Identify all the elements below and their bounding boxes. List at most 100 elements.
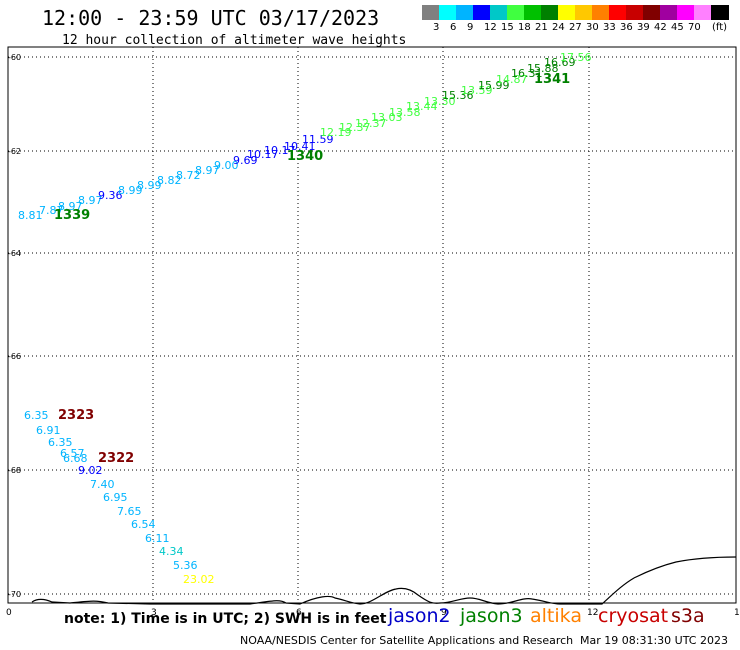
lon-label: 0 [6, 608, 12, 618]
time-labels: 1339 1340 1341 2323 2322 [54, 72, 570, 466]
lon-label: 6 [296, 608, 302, 618]
wave-height-label: 9.02 [78, 464, 103, 477]
wave-height-label: 15.88 [527, 62, 559, 75]
wave-height-label: 9.00 [214, 159, 239, 172]
scale-swatch [490, 5, 508, 20]
wave-height-label: 13.59 [461, 84, 493, 97]
lon-label: 9 [441, 608, 447, 618]
wave-height-label: 8.81 [18, 209, 43, 222]
wave-height-label: 6.54 [131, 518, 156, 531]
pass-time-label: 2323 [58, 408, 94, 423]
scale-label: 15 [501, 22, 514, 33]
scale-label: 21 [535, 22, 548, 33]
lon-label: 15 [734, 608, 740, 618]
wave-height-label: 8.97 [195, 164, 220, 177]
map-frame [7, 46, 737, 604]
scale-label: 30 [586, 22, 599, 33]
timestamp-footer: Mar 19 08:31:30 UTC 2023 [580, 634, 728, 647]
scale-label: 12 [484, 22, 497, 33]
wave-height-label: 6.91 [36, 424, 61, 437]
wave-height-label: 6.95 [103, 491, 128, 504]
lat-label: -70 [8, 590, 21, 599]
scale-swatch [541, 5, 559, 20]
wave-height-label: 13.58 [389, 106, 421, 119]
scale-swatch [609, 5, 627, 20]
wave-height-label: 11.59 [302, 133, 334, 146]
coastline [31, 556, 737, 605]
wave-height-label: 9.36 [98, 189, 123, 202]
wave-height-label: 7.65 [117, 505, 142, 518]
scale-label: 39 [637, 22, 650, 33]
wave-height-label: 12.37 [339, 121, 371, 134]
scale-label: 24 [552, 22, 565, 33]
wave-height-label: 17.56 [560, 51, 592, 64]
scale-swatch [422, 5, 440, 20]
scale-label: 9 [467, 22, 474, 33]
axis-labels: -60 -62 -64 -66 -68 -70 0 3 6 9 12 15 [6, 53, 740, 618]
wave-height-label: 8.99 [118, 184, 143, 197]
units-note: note: 1) Time is in UTC; 2) SWH is in fe… [64, 611, 387, 627]
wave-height-label: 13.44 [406, 100, 438, 113]
wave-height-label: 6.68 [63, 452, 88, 465]
pass-time-label: 1341 [534, 72, 570, 87]
wave-height-label: 12.19 [320, 126, 352, 139]
wave-height-label: 8.72 [176, 169, 201, 182]
satellite-legend-jason3: jason3 [460, 605, 523, 627]
pass-time-label: 1339 [54, 208, 90, 223]
wave-height-label: 7.40 [90, 478, 115, 491]
scale-label: 6 [450, 22, 457, 33]
satellite-legend-cryosat: cryosat [598, 605, 669, 627]
credit-footer: NOAA/NESDIS Center for Satellite Applica… [240, 634, 574, 647]
scale-swatch [677, 5, 695, 20]
scale-label: 70 [688, 22, 701, 33]
wave-height-label: 23.02 [183, 573, 215, 586]
wave-height-label: 8.97 [58, 200, 83, 213]
wave-height-label: 15.36 [442, 89, 474, 102]
scale-swatch [558, 5, 576, 20]
scale-swatch [507, 5, 525, 20]
scale-label: 3 [433, 22, 440, 33]
lat-label: -60 [8, 53, 21, 62]
wave-height-label: 4.34 [159, 545, 184, 558]
wave-height-label: 16.69 [544, 56, 576, 69]
lon-label: 3 [151, 608, 157, 618]
scale-swatch [456, 5, 474, 20]
satellite-legend-jason2: jason2 [388, 605, 451, 627]
map-title: 12:00 - 23:59 UTC 03/17/2023 [42, 6, 380, 30]
scale-swatch [524, 5, 542, 20]
lat-label: -68 [8, 466, 21, 475]
scale-swatch [575, 5, 593, 20]
lat-label: -64 [8, 249, 21, 258]
wave-height-label: 10.17 [247, 148, 279, 161]
wave-height-label: 10.17 [264, 144, 296, 157]
wave-height-label: 10.41 [284, 140, 316, 153]
wave-height-label: 16.31 [511, 67, 543, 80]
scale-label: 45 [671, 22, 684, 33]
satellite-legend-altika: altika [530, 605, 582, 627]
lat-label: -66 [8, 352, 21, 361]
scale-label: 33 [603, 22, 616, 33]
scale-swatch [643, 5, 661, 20]
scale-label: 42 [654, 22, 667, 33]
map-subtitle: 12 hour collection of altimeter wave hei… [62, 33, 407, 48]
satellite-legend-s3a: s3a [671, 605, 705, 627]
scale-label: 18 [518, 22, 531, 33]
lon-label: 12 [587, 608, 598, 618]
lat-label: -62 [8, 147, 21, 156]
wave-height-label: 9.69 [233, 154, 258, 167]
scale-label: 36 [620, 22, 633, 33]
wave-height-label: 12.37 [355, 117, 387, 130]
scale-swatch [660, 5, 678, 20]
track-labels: 8.817.878.978.979.368.998.998.828.728.97… [18, 51, 592, 586]
scale-swatch [439, 5, 457, 20]
scale-swatch [711, 5, 729, 20]
scale-swatch [592, 5, 610, 20]
wave-height-label: 14.87 [496, 73, 528, 86]
pass-time-label: 2322 [98, 451, 134, 466]
wave-height-label: 15.99 [478, 79, 510, 92]
wave-height-label: 7.87 [39, 204, 64, 217]
pass-time-label: 1340 [287, 149, 323, 164]
map-grid [7, 46, 737, 604]
wave-height-label: 13.03 [371, 111, 403, 124]
